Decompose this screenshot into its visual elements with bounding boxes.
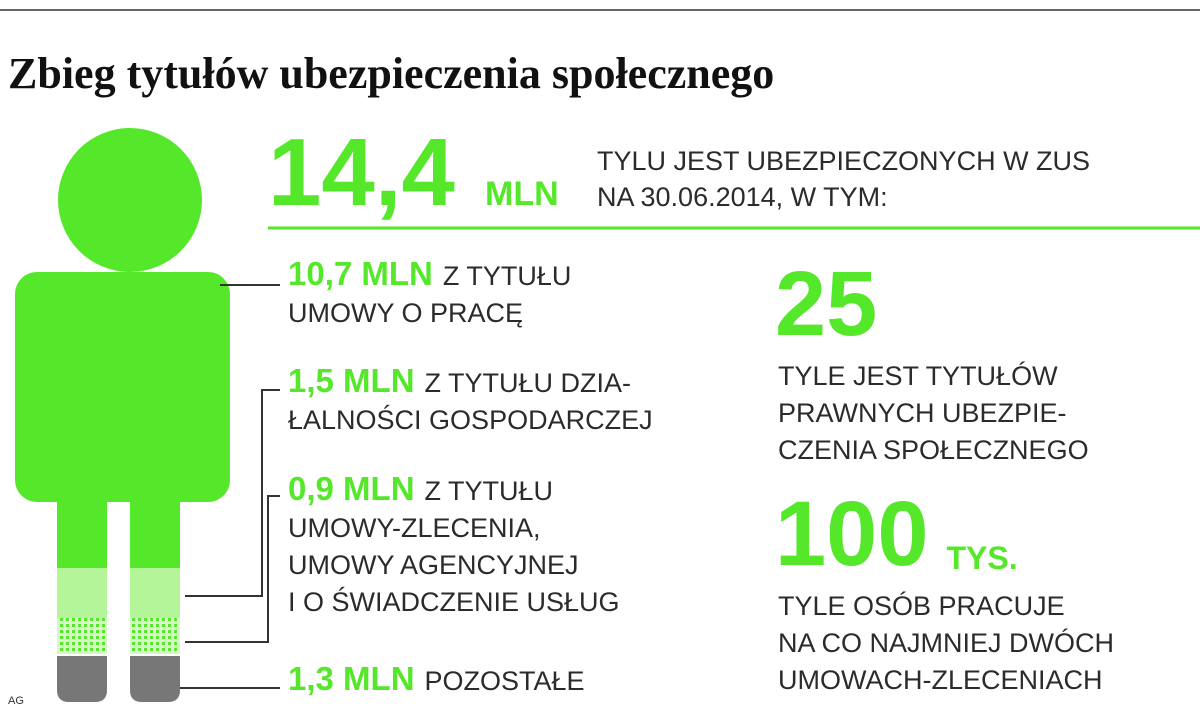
item-text: UMOWY-ZLECENIA,	[288, 513, 541, 543]
item-heading: 1,5 MLN Z TYTUŁU DZIA-	[288, 362, 631, 399]
figure	[15, 128, 230, 702]
item-text: UMOWY AGENCYJNEJ	[288, 550, 579, 580]
fact-text: TYLE OSÓB PRACUJE	[778, 590, 1065, 621]
item-value: 0,9 MLN	[288, 470, 415, 507]
item-text: Z TYTUŁU	[443, 261, 572, 291]
item-text: POZOSTAŁE	[425, 666, 585, 696]
connectors	[180, 284, 280, 689]
title: Zbieg tytułów ubezpieczenia społecznego	[8, 49, 774, 98]
total-desc: TYLU JEST UBEZPIECZONYCH W ZUS	[597, 146, 1090, 176]
item-value: 1,5 MLN	[288, 362, 415, 399]
item-value: 1,3 MLN	[288, 660, 415, 697]
item-text: ŁALNOŚCI GOSPODARCZEJ	[288, 403, 653, 435]
item-heading: 0,9 MLN Z TYTUŁU	[288, 470, 553, 507]
fact-value: 100	[775, 483, 929, 585]
fact-text: PRAWNYCH UBEZPIE-	[778, 398, 1067, 428]
fact-text: NA CO NAJMNIEJ DWÓCH	[778, 627, 1114, 658]
fact-text: CZENIA SPOŁECZNEGO	[778, 435, 1089, 465]
fact-unit: TYS.	[947, 540, 1018, 576]
fact-text: UMOWACH-ZLECENIACH	[778, 665, 1103, 695]
item-heading: 10,7 MLN Z TYTUŁU	[288, 255, 571, 292]
item-text: UMOWY O PRACĘ	[288, 298, 523, 328]
total-desc: NA 30.06.2014, W TYM:	[597, 182, 888, 212]
item-text: Z TYTUŁU DZIA-	[425, 368, 632, 398]
fact-text: TYLE JEST TYTUŁÓW	[778, 360, 1058, 391]
item-text: I O ŚWIADCZENIE USŁUG	[288, 585, 620, 617]
fact-value: 25	[775, 253, 877, 355]
credit: AG	[8, 695, 24, 707]
total-value: 14,4	[268, 119, 455, 226]
item-text: Z TYTUŁU	[425, 476, 554, 506]
total-unit: MLN	[485, 175, 559, 213]
item-heading: 1,3 MLN POZOSTAŁE	[288, 660, 585, 697]
item-value: 10,7 MLN	[288, 255, 433, 292]
